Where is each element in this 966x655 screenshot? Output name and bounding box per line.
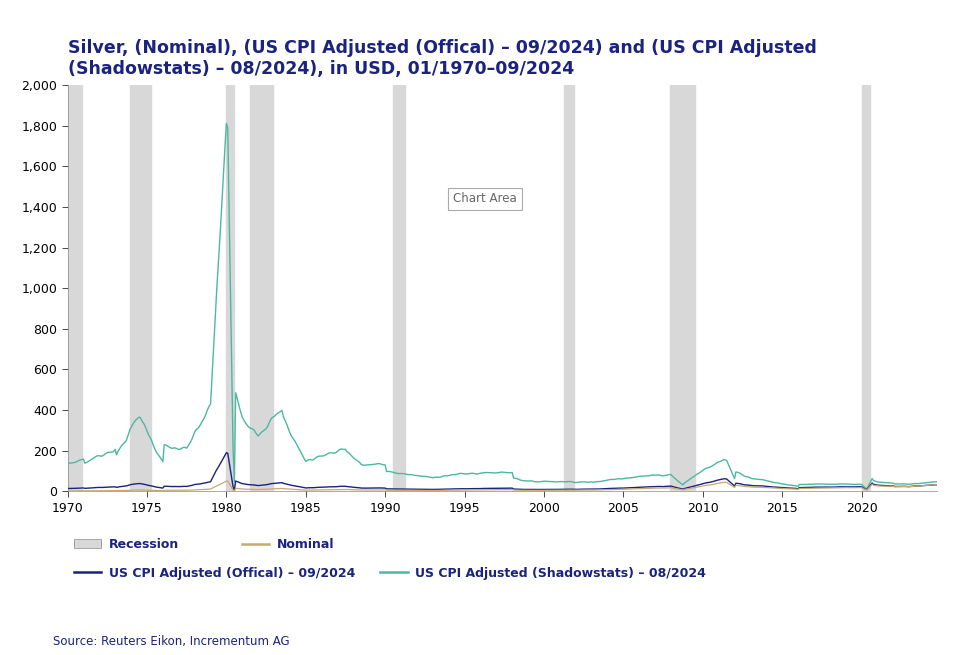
Bar (862, 85, 869, 491)
Text: Chart Area: Chart Area (453, 193, 517, 206)
Bar (250, 85, 272, 491)
Bar (564, 85, 575, 491)
Legend: US CPI Adjusted (Offical) – 09/2024, US CPI Adjusted (Shadowstats) – 08/2024: US CPI Adjusted (Offical) – 09/2024, US … (73, 567, 706, 580)
Bar (129, 85, 151, 491)
Bar (226, 85, 235, 491)
Bar (669, 85, 695, 491)
Bar (68, 85, 82, 491)
Text: Source: Reuters Eikon, Incrementum AG: Source: Reuters Eikon, Incrementum AG (53, 635, 290, 648)
Text: Silver, (Nominal), (US CPI Adjusted (Offical) – 09/2024) and (US CPI Adjusted
(S: Silver, (Nominal), (US CPI Adjusted (Off… (68, 39, 816, 78)
Bar (393, 85, 405, 491)
